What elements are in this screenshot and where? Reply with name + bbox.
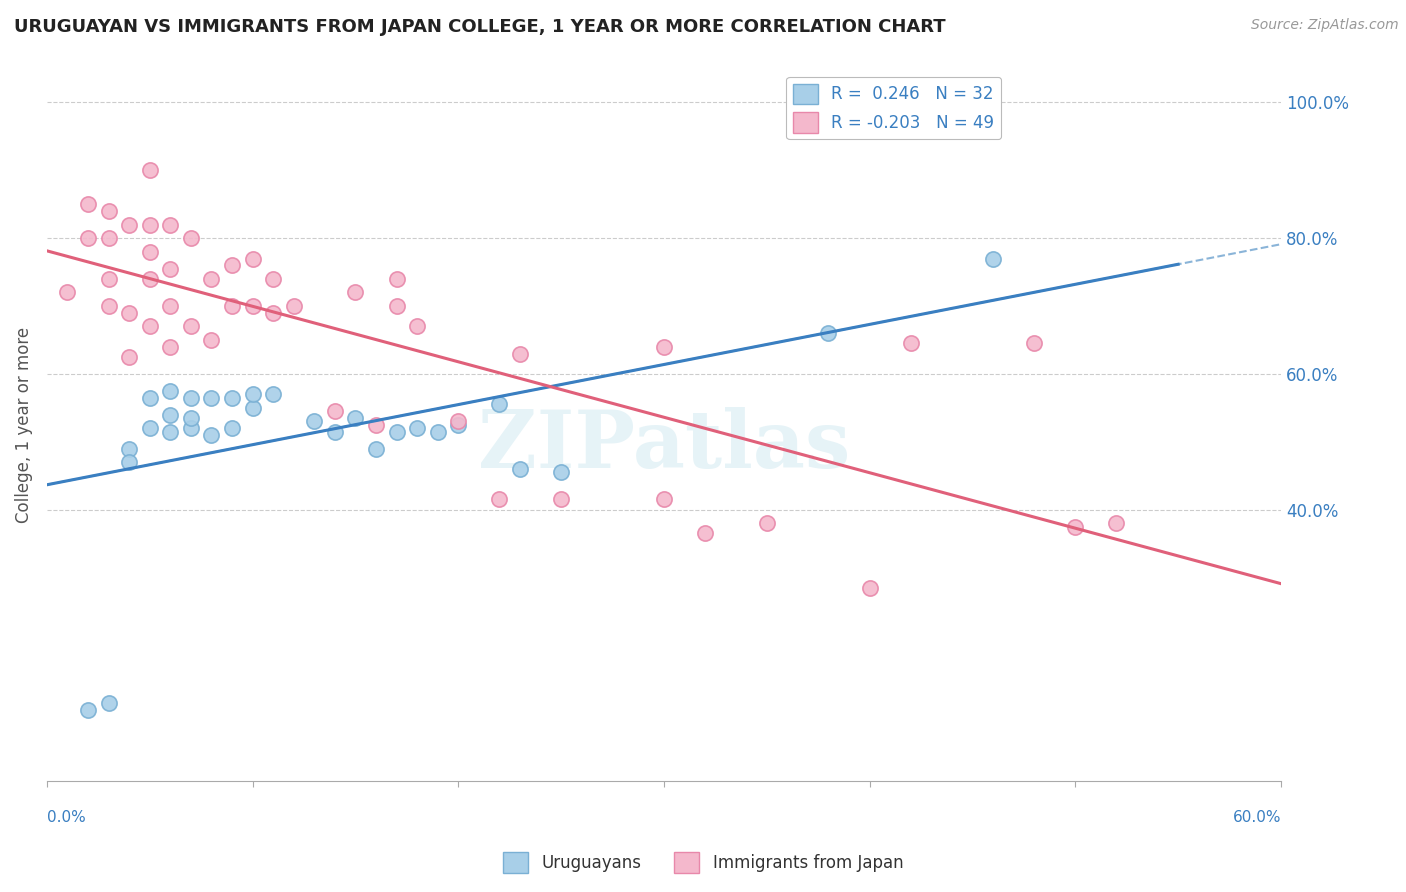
Point [159,425,181,439]
Point [221,258,243,272]
Point [180,391,202,405]
Point [138,391,160,405]
Point [180,231,202,245]
Point [221,421,243,435]
Text: ZIPatlas: ZIPatlas [478,407,851,485]
Point [283,299,305,313]
Point [981,252,1004,266]
Point [364,442,387,456]
Text: Source: ZipAtlas.com: Source: ZipAtlas.com [1251,18,1399,32]
Legend: Uruguayans, Immigrants from Japan: Uruguayans, Immigrants from Japan [496,846,910,880]
Point [344,285,367,300]
Point [159,299,181,313]
Point [118,455,141,469]
Point [77,231,100,245]
Point [385,272,408,286]
Y-axis label: College, 1 year or more: College, 1 year or more [15,326,32,523]
Point [344,411,367,425]
Point [262,306,284,320]
Point [118,350,141,364]
Point [180,421,202,435]
Point [159,340,181,354]
Point [755,516,778,530]
Point [447,417,470,432]
Point [858,581,880,595]
Point [550,492,572,507]
Point [262,272,284,286]
Point [488,492,510,507]
Point [509,462,531,476]
Point [221,391,243,405]
Point [138,244,160,259]
Point [97,696,120,710]
Point [200,391,222,405]
Point [385,299,408,313]
Point [242,401,264,415]
Point [304,414,326,428]
Point [180,411,202,425]
Point [118,442,141,456]
Point [242,299,264,313]
Point [652,340,675,354]
Point [97,231,120,245]
Point [77,703,100,717]
Point [242,252,264,266]
Point [118,306,141,320]
Point [1024,336,1046,351]
Point [138,421,160,435]
Point [1064,519,1087,533]
Point [138,163,160,178]
Point [406,421,429,435]
Point [323,425,346,439]
Point [200,272,222,286]
Point [159,261,181,276]
Text: 0.0%: 0.0% [46,810,86,824]
Point [97,299,120,313]
Point [56,285,79,300]
Point [693,526,716,541]
Point [509,346,531,360]
Point [447,414,470,428]
Point [406,319,429,334]
Point [97,204,120,219]
Point [77,197,100,211]
Point [364,417,387,432]
Text: 60.0%: 60.0% [1233,810,1281,824]
Point [138,218,160,232]
Point [118,218,141,232]
Point [159,218,181,232]
Point [488,397,510,411]
Legend: R =  0.246   N = 32, R = -0.203   N = 49: R = 0.246 N = 32, R = -0.203 N = 49 [786,77,1001,139]
Point [159,384,181,398]
Point [200,428,222,442]
Point [323,404,346,418]
Text: URUGUAYAN VS IMMIGRANTS FROM JAPAN COLLEGE, 1 YEAR OR MORE CORRELATION CHART: URUGUAYAN VS IMMIGRANTS FROM JAPAN COLLE… [14,18,946,36]
Point [385,425,408,439]
Point [221,299,243,313]
Point [652,492,675,507]
Point [262,387,284,401]
Point [138,319,160,334]
Point [138,272,160,286]
Point [159,408,181,422]
Point [242,387,264,401]
Point [817,326,839,340]
Point [200,333,222,347]
Point [426,425,449,439]
Point [1105,516,1128,530]
Point [550,465,572,479]
Point [97,272,120,286]
Point [180,319,202,334]
Point [900,336,922,351]
